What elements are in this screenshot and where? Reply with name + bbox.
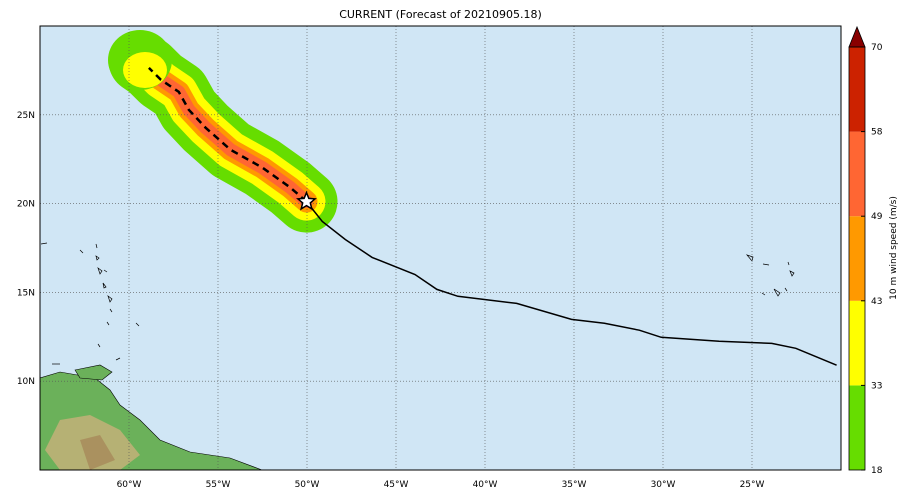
lon-tick-label: 45°W [384,480,409,490]
graticule [40,26,841,470]
lon-tick-label: 30°W [651,480,676,490]
colorbar-segment [849,385,865,470]
lat-tick-label: 15N [17,288,35,298]
lat-tick-label: 20N [17,200,35,210]
axis-ticks: 60°W 55°W 50°W 45°W 40°W 35°W 30°W 25°W 25N 20N 15… [17,111,765,490]
lon-tick-label: 60°W [117,480,142,490]
map-frame [39,25,842,471]
south-america-land [40,364,263,470]
lon-tick-label: 25°W [740,480,765,490]
lat-tick-label: 25N [17,111,35,121]
colorbar-segment [849,216,865,301]
colorbar-extend-arrow [848,25,866,48]
forecast-track-line [148,67,308,203]
colorbar-tick-label: 43 [871,297,882,307]
caribbean-islands [40,242,795,365]
colorbar: 18 33 43 49 58 70 10 m wind speed (m/s) [848,25,899,476]
lon-tick-label: 55°W [206,480,231,490]
colorbar-tick-label: 70 [871,43,883,53]
colorbar-segment [849,300,865,386]
colorbar-tick-label: 18 [871,466,883,476]
past-track-line [305,201,837,366]
wind-swath-band [123,52,167,88]
current-position-star-icon [296,190,317,211]
colorbar-segment [849,47,865,132]
colorbar-frame [848,46,866,471]
colorbar-tick-label: 58 [871,128,883,138]
lon-tick-label: 35°W [562,480,587,490]
lat-tick-label: 10N [17,377,35,387]
colorbar-tick-label: 33 [871,381,882,391]
lon-tick-label: 50°W [295,480,320,490]
colorbar-segment [849,131,865,217]
lon-tick-label: 40°W [473,480,498,490]
colorbar-label: 10 m wind speed (m/s) [889,196,899,300]
colorbar-tick-label: 49 [871,212,883,222]
chart-title: CURRENT (Forecast of 20210905.18) [339,8,542,21]
